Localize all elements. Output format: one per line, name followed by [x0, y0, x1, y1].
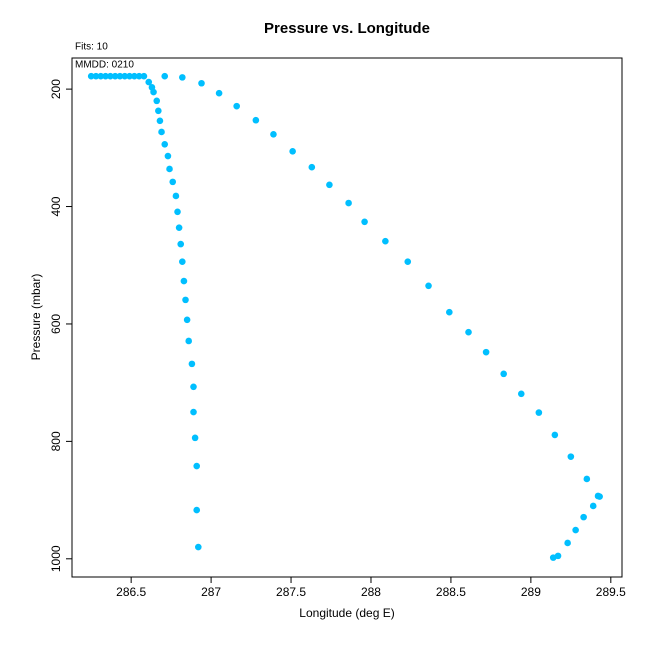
point: [145, 78, 153, 86]
point: [158, 128, 165, 136]
point: [572, 526, 579, 534]
point: [193, 462, 201, 470]
point: [361, 218, 368, 226]
y-tick-label: 800: [49, 431, 63, 451]
point: [182, 296, 189, 304]
point: [345, 199, 352, 207]
point: [87, 72, 95, 80]
point: [404, 258, 412, 266]
point: [589, 502, 597, 510]
point: [177, 240, 185, 248]
x-tick-label: 288.5: [436, 585, 466, 599]
point: [215, 89, 223, 97]
point: [140, 72, 148, 80]
point: [153, 97, 161, 105]
point: [195, 543, 202, 551]
point: [270, 131, 277, 138]
x-tick-label: 287: [201, 585, 221, 599]
point: [190, 383, 197, 391]
y-tick-label: 200: [49, 79, 63, 99]
point: [580, 513, 587, 521]
point: [174, 208, 181, 216]
point: [131, 72, 138, 80]
point: [190, 408, 197, 416]
point: [188, 360, 196, 368]
point: [308, 163, 316, 171]
point: [535, 409, 543, 416]
point: [116, 72, 124, 80]
x-axis-label: Longitude (deg E): [299, 606, 394, 620]
point: [161, 141, 169, 148]
point: [465, 328, 472, 336]
x-tick-label: 286.5: [116, 585, 146, 599]
point: [500, 370, 507, 378]
point: [161, 72, 169, 80]
point: [179, 258, 186, 266]
point: [126, 72, 133, 80]
point: [150, 88, 157, 96]
point: [567, 453, 575, 460]
annotation: Fits: 10: [75, 42, 108, 53]
x-tick-label: 287.5: [276, 585, 306, 599]
point: [156, 117, 164, 125]
point: [191, 434, 199, 442]
point: [382, 237, 389, 245]
point: [551, 431, 559, 439]
y-tick-label: 600: [49, 314, 63, 334]
plot-frame: [71, 57, 623, 578]
x-tick-label: 288: [361, 585, 381, 599]
point: [111, 72, 119, 80]
point: [517, 390, 525, 398]
point: [549, 554, 557, 561]
x-tick-label: 289: [521, 585, 541, 599]
y-tick-label: 400: [49, 196, 63, 216]
point: [97, 72, 105, 80]
point: [164, 152, 172, 160]
point: [169, 178, 177, 186]
annotation: MMDD: 0210: [75, 60, 134, 71]
point: [155, 107, 162, 115]
y-tick-label: 1000: [49, 545, 63, 572]
point: [102, 72, 109, 80]
point: [179, 74, 186, 81]
point: [326, 181, 333, 189]
point: [482, 348, 490, 356]
point: [596, 493, 603, 500]
point: [175, 224, 183, 231]
point: [166, 165, 173, 173]
point: [425, 282, 432, 290]
point: [107, 72, 114, 80]
point: [121, 72, 129, 80]
point: [289, 148, 296, 155]
point: [446, 308, 453, 316]
point: [185, 337, 193, 345]
point: [172, 192, 180, 200]
point: [233, 102, 240, 110]
chart-title: Pressure vs. Longitude: [264, 20, 430, 37]
point: [193, 506, 201, 514]
point: [583, 475, 591, 483]
point: [198, 79, 205, 87]
point: [564, 539, 571, 547]
x-tick-label: 289.5: [596, 585, 626, 599]
point: [183, 316, 191, 324]
point: [252, 116, 260, 124]
point: [180, 277, 188, 285]
point: [92, 72, 100, 80]
point: [135, 72, 143, 80]
y-axis-label: Pressure (mbar): [29, 274, 43, 361]
